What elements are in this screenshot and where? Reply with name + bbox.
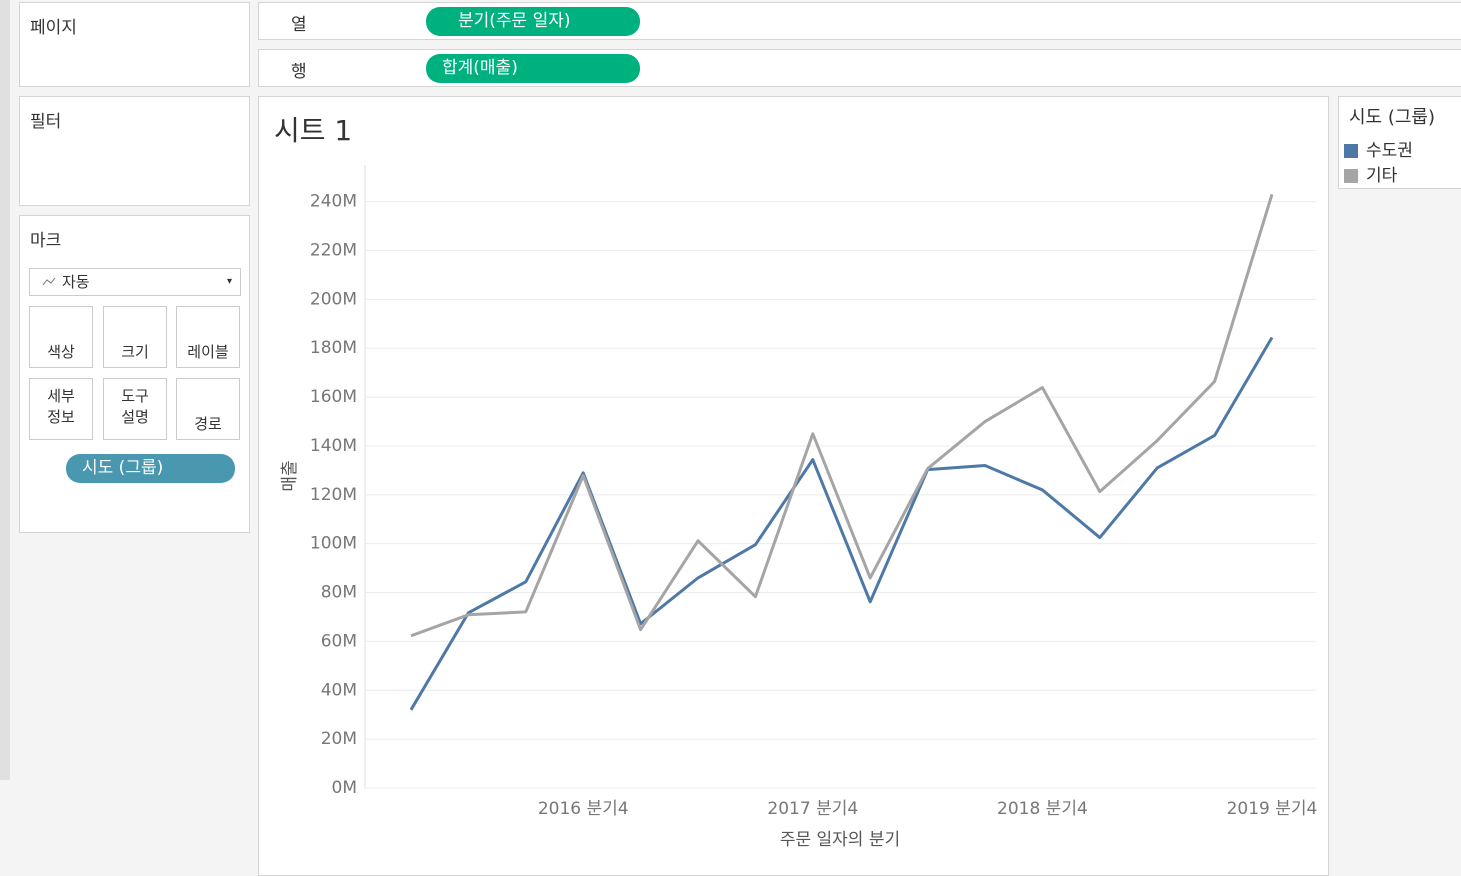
- x-tick-label: 2018 분기4: [997, 799, 1088, 819]
- marks-type-dropdown[interactable]: 자동 ▾: [29, 268, 241, 296]
- mark-button[interactable]: 도구 설명: [103, 378, 167, 440]
- chart-title: 시트 1: [274, 114, 352, 147]
- mark-button[interactable]: 경로: [176, 378, 240, 440]
- shelf-label: 행: [291, 62, 307, 82]
- button-label: 레이블: [187, 343, 229, 361]
- legend-label: 기타: [1366, 166, 1398, 186]
- panel-title: 필터: [30, 112, 62, 132]
- y-tick-label: 180M: [310, 338, 357, 358]
- y-axis-label: 매출: [280, 460, 300, 491]
- panel-title: 페이지: [30, 18, 77, 38]
- mark-button[interactable]: 세부 정보: [29, 378, 93, 440]
- columns-shelf: 열 분기(주문 일자): [258, 2, 1461, 40]
- button-label: 도구 설명: [121, 387, 149, 426]
- y-tick-label: 240M: [310, 192, 357, 212]
- y-tick-label: 140M: [310, 436, 357, 456]
- color-pill[interactable]: 시도 (그룹): [66, 454, 235, 483]
- y-tick-label: 40M: [321, 680, 357, 700]
- x-axis-label: 주문 일자의 분기: [780, 830, 900, 850]
- x-tick-label: 2016 분기4: [538, 799, 629, 819]
- x-tick-label: 2019 분기4: [1227, 799, 1318, 819]
- series-line: [410, 193, 1274, 638]
- button-label: 크기: [121, 343, 149, 361]
- y-tick-label: 20M: [321, 729, 357, 749]
- y-tick-label: 220M: [310, 241, 357, 261]
- y-tick-label: 100M: [310, 534, 357, 554]
- y-tick-label: 80M: [321, 583, 357, 603]
- dropdown-value: 자동: [62, 273, 90, 291]
- rows-shelf: 행 합계(매출): [258, 49, 1461, 87]
- button-label: 색상: [47, 343, 75, 361]
- legend-swatch: [1344, 169, 1358, 183]
- mark-button[interactable]: 레이블: [176, 306, 240, 368]
- button-label: 경로: [194, 415, 222, 433]
- button-label: 세부 정보: [47, 387, 75, 426]
- x-tick-label: 2017 분기4: [767, 799, 858, 819]
- field-pill[interactable]: 분기(주문 일자): [426, 7, 640, 36]
- series-line: [409, 336, 1274, 711]
- y-tick-label: 120M: [310, 485, 357, 505]
- legend-label: 수도권: [1366, 141, 1413, 161]
- left-strip: [0, 0, 10, 780]
- mark-button[interactable]: 색상: [29, 306, 93, 368]
- mark-button[interactable]: 크기: [103, 306, 167, 368]
- legend-panel: [1338, 96, 1461, 189]
- line-icon: [42, 277, 56, 286]
- pages-panel: 페이지: [19, 2, 250, 87]
- y-tick-label: 60M: [321, 631, 357, 651]
- marks-panel: 마크 자동 ▾ 색상 크기 레이블 세부 정보 도구 설명 경로 시도 (그룹): [19, 215, 250, 533]
- field-pill[interactable]: 합계(매출): [426, 54, 640, 83]
- legend-swatch: [1344, 144, 1358, 158]
- y-tick-label: 160M: [310, 387, 357, 407]
- filters-panel[interactable]: 필터: [19, 96, 250, 206]
- shelf-label: 열: [291, 15, 307, 35]
- y-tick-label: 200M: [310, 289, 357, 309]
- panel-title: 마크: [30, 231, 62, 251]
- legend-title: 시도 (그룹): [1349, 107, 1435, 128]
- y-tick-label: 0M: [332, 778, 357, 798]
